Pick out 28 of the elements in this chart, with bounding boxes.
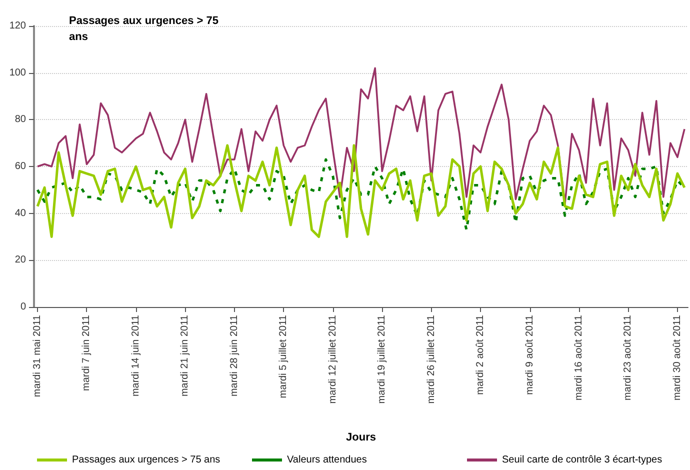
y-tick-label: 80 [14,114,26,126]
legend-label: Valeurs attendues [287,454,367,466]
x-tick-label: mardi 21 juin 2011 [180,314,191,397]
y-tick-label: 100 [9,67,26,78]
line-series [36,144,686,238]
x-tick-label: mardi 9 août 2011 [524,314,536,395]
x-tick-label: mardi 14 juin 2011 [130,314,142,397]
x-axis-title: Jours [346,432,376,444]
chart-title: Passages aux urgences > 75 ans [69,15,222,43]
legend-label: Seuil carte de contrôle 3 écart-types [502,454,662,466]
x-tick-label: mardi 23 août 2011 [622,314,634,400]
y-tick-label: 120 [9,20,26,32]
x-tick-label: mardi 30 août 2011 [672,314,683,400]
x-tick-label: mardi 12 juillet 2011 [327,314,338,404]
y-tick-label: 20 [14,254,26,266]
y-tick-label: 0 [20,302,26,312]
x-tick-label: mardi 16 août 2011 [574,314,584,400]
x-tick-label: mardi 28 juin 2011 [228,314,240,397]
x-tick-label: mardi 2 août 2011 [475,314,486,395]
x-tick-label: mardi 26 juillet 2011 [426,314,437,404]
y-tick-label: 40 [14,208,26,219]
legend-label: Passages aux urgences > 75 ans [72,454,220,466]
x-tick-label: mardi 7 juin 2011 [81,314,92,391]
line-series [36,67,686,205]
x-tick-label: mardi 19 juillet 2011 [376,314,388,404]
x-tick-label: mardi 31 mai 2011 [32,314,44,398]
x-tick-label: mardi 5 juillet 2011 [278,314,290,398]
y-tick-label: 60 [14,161,26,172]
